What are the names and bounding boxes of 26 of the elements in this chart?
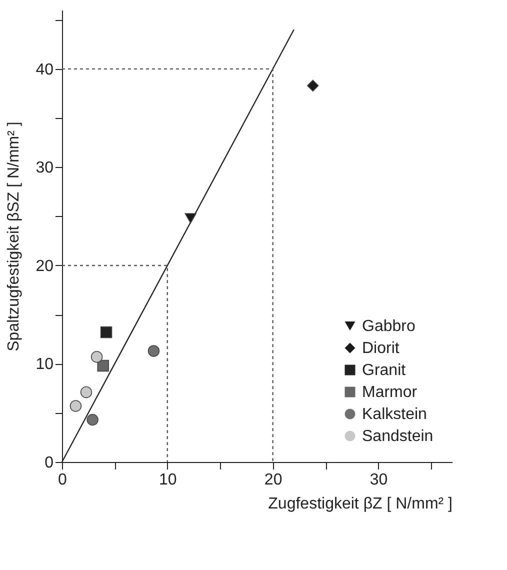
y-tick-label: 40 (36, 61, 54, 78)
x-tick-label: 0 (58, 472, 68, 488)
point (97, 360, 109, 372)
point (306, 80, 319, 92)
legend-label: Gabbro (362, 318, 416, 335)
x-axis-title: Zugfestigkeit βZ [ N/mm² ] (268, 496, 452, 512)
y-axis-title: Spaltzugfestigkeit βSZ [ N/mm² ] (6, 122, 23, 352)
y-tick-label: 30 (36, 160, 54, 177)
point (100, 326, 112, 338)
legend-label: Sandstein (362, 428, 434, 445)
y-tick-label: 10 (36, 356, 54, 374)
point (184, 213, 196, 224)
y-tick-label: 20 (36, 258, 54, 275)
legend-label: Kalkstein (362, 406, 427, 423)
x-tick-label: 10 (159, 472, 177, 488)
legend-label: Granit (362, 362, 406, 379)
legend-label: Diorit (362, 340, 400, 357)
point (80, 386, 92, 398)
point (70, 400, 82, 412)
legend-label: Marmor (362, 384, 418, 401)
x-tick-label: 30 (370, 472, 388, 488)
y-tick-label: 0 (44, 454, 54, 472)
x-tick-label: 20 (264, 472, 282, 488)
point (148, 345, 160, 357)
point (90, 350, 103, 363)
point (86, 414, 98, 426)
